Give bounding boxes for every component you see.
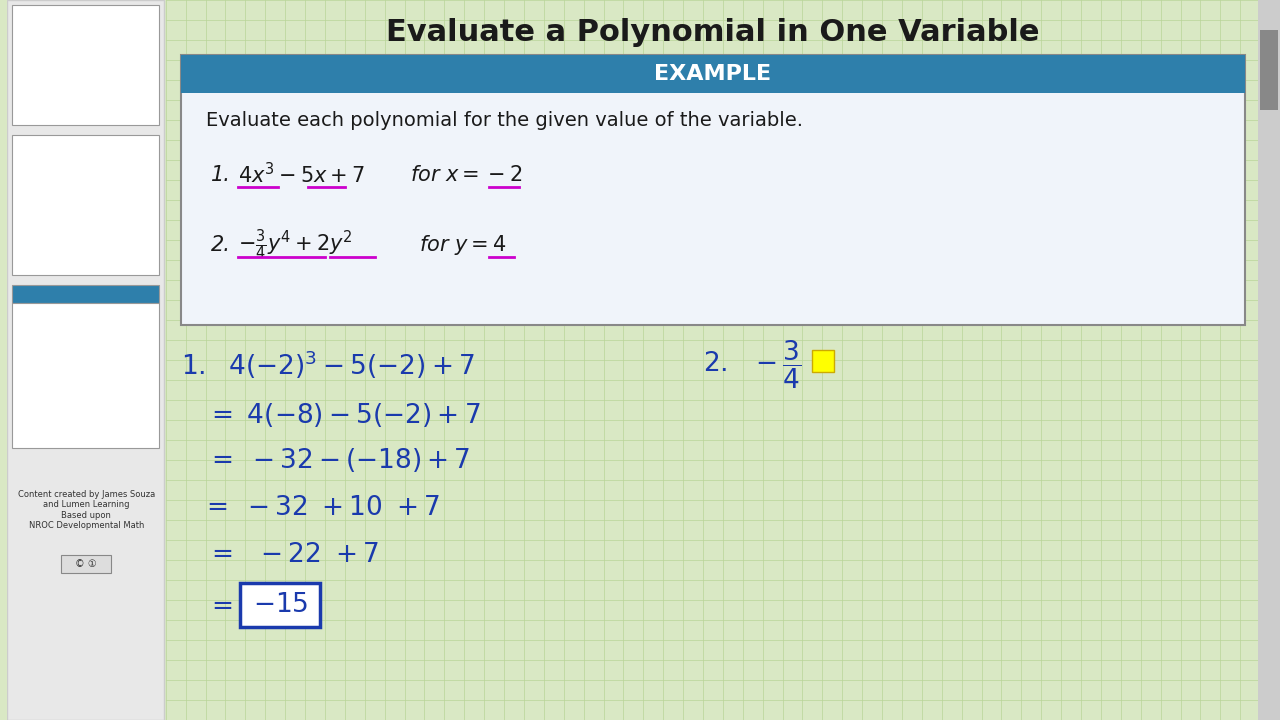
FancyBboxPatch shape (12, 5, 159, 125)
Text: $=\ \ -22\ +7$: $=\ \ -22\ +7$ (206, 542, 379, 568)
Bar (1260, 30, 1277, 110)
Text: $2.\ \ -\dfrac{3}{4}$: $2.\ \ -\dfrac{3}{4}$ (703, 339, 801, 391)
Bar (813, 350, 835, 372)
Bar (180, 55, 1245, 93)
Text: $=\ 4(-8)-5(-2)+7$: $=\ 4(-8)-5(-2)+7$ (206, 401, 480, 429)
Text: Evaluate a Polynomial in One Variable: Evaluate a Polynomial in One Variable (387, 17, 1039, 47)
Text: $for\ x = -2$: $for\ x = -2$ (410, 165, 522, 185)
Bar (241, 583, 320, 627)
Bar (61, 555, 111, 573)
Text: $=$: $=$ (206, 592, 232, 618)
Text: Content created by James Souza
and Lumen Learning
Based upon
NROC Developmental : Content created by James Souza and Lumen… (18, 490, 155, 530)
Text: 1.: 1. (211, 165, 230, 185)
Text: $=\ -32-(-18)+7$: $=\ -32-(-18)+7$ (206, 446, 470, 474)
Text: $4x^3 - 5x + 7$: $4x^3 - 5x + 7$ (238, 163, 365, 188)
Text: $for\ y = 4$: $for\ y = 4$ (420, 233, 507, 257)
Text: $=\ -32\ +10\ +7$: $=\ -32\ +10\ +7$ (201, 495, 439, 521)
Text: © ①: © ① (76, 559, 97, 569)
Text: $-\frac{3}{4}y^4 + 2y^2$: $-\frac{3}{4}y^4 + 2y^2$ (238, 228, 353, 262)
Text: EXAMPLE: EXAMPLE (654, 64, 772, 84)
FancyBboxPatch shape (12, 303, 159, 448)
FancyBboxPatch shape (12, 285, 159, 303)
Text: $1.\ \ 4(-2)^3-5(-2)+7$: $1.\ \ 4(-2)^3-5(-2)+7$ (180, 348, 475, 382)
Text: Evaluate each polynomial for the given value of the variable.: Evaluate each polynomial for the given v… (206, 110, 803, 130)
FancyBboxPatch shape (12, 135, 159, 275)
Bar (180, 55, 1245, 325)
FancyBboxPatch shape (6, 0, 164, 720)
Text: 2.: 2. (211, 235, 230, 255)
Bar (1258, 0, 1280, 720)
Text: $-15$: $-15$ (252, 592, 308, 618)
